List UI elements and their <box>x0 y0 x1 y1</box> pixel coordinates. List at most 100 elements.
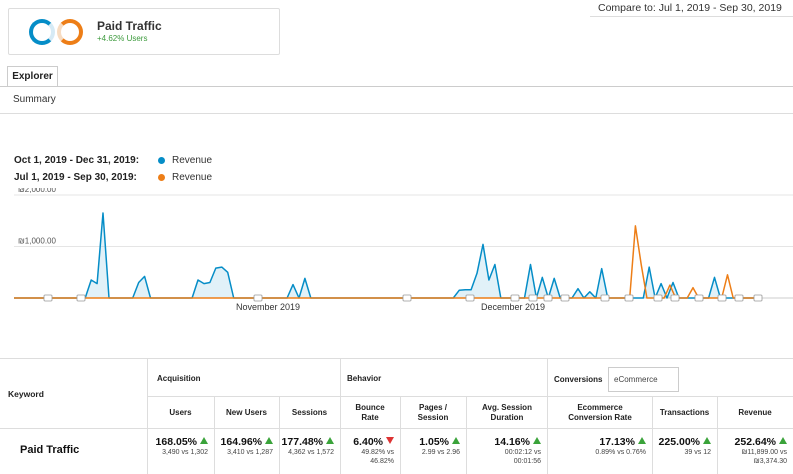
tab-summary[interactable]: Summary <box>13 94 56 105</box>
table-header-bottom <box>0 428 793 429</box>
metric-avg-session-duration: 14.16% 00:02:12 vs 00:01:56 <box>466 436 541 466</box>
revenue-chart[interactable]: ₪2,000.00 ₪1,000.00 November 2019 December … <box>0 188 793 318</box>
segment-card[interactable]: Paid Traffic +4.62% Users <box>8 8 280 55</box>
legend-range-previous: Jul 1, 2019 - Sep 30, 2019: <box>14 172 137 183</box>
metric-value-text: 177.48% <box>281 436 323 448</box>
annotation-marker-icon <box>753 294 763 302</box>
arrow-up-icon <box>200 437 208 444</box>
annotation-marker-icon <box>43 294 53 302</box>
column-header-avg-session-duration[interactable]: Avg. Session Duration <box>482 403 532 422</box>
arrow-up-icon <box>638 437 646 444</box>
metric-value-text: 225.00% <box>658 436 700 448</box>
column-header-sessions[interactable]: Sessions <box>291 408 328 417</box>
metric-value-text: 17.13% <box>599 436 635 448</box>
column-header-pages-session[interactable]: Pages / Session <box>417 403 449 422</box>
x-axis-label: December 2019 <box>481 302 545 312</box>
metric-comparison: 4,362 vs 1,572 <box>288 449 334 456</box>
table-col-divider <box>466 396 467 474</box>
column-header-bounce-rate[interactable]: Bounce Rate <box>355 403 385 422</box>
metric-ecommerce-conversion-rate: 17.13% 0.89% vs 0.76% <box>547 436 646 457</box>
metric-comparison: 39 vs 12 <box>684 449 711 456</box>
metric-bounce-rate: 6.40% 49.82% vs 46.82% <box>340 436 394 466</box>
metric-comparison: 0.89% vs 0.76% <box>595 449 646 456</box>
arrow-up-icon <box>265 437 273 444</box>
metric-transactions: 225.00% 39 vs 12 <box>652 436 711 457</box>
metric-value: 225.00% <box>652 436 711 448</box>
segment-ring-previous-icon <box>57 19 83 45</box>
metric-value-text: 168.05% <box>155 436 197 448</box>
legend-range-current: Oct 1, 2019 - Dec 31, 2019: <box>14 155 140 166</box>
series-area <box>14 213 762 298</box>
annotation-marker-icon <box>510 294 520 302</box>
metric-value-text: 164.96% <box>220 436 262 448</box>
arrow-down-icon <box>386 437 394 444</box>
conversions-goal-select[interactable]: eCommerce <box>608 367 679 392</box>
table-col-divider <box>400 396 401 474</box>
behavior-header: Behavior <box>347 374 382 383</box>
tab-explorer[interactable]: Explorer <box>7 66 58 87</box>
table-col-divider <box>279 396 280 474</box>
column-header-transactions[interactable]: Transactions <box>659 408 710 417</box>
legend-metric-current: Revenue <box>172 155 213 166</box>
row-label-paid-traffic[interactable]: Paid Traffic <box>20 444 80 456</box>
segment-ring-current-icon <box>29 19 55 45</box>
table-col-divider <box>340 358 341 474</box>
column-header-new-users[interactable]: New Users <box>226 408 267 417</box>
metric-comparison: 00:01:56 <box>513 458 541 465</box>
metric-value-text: 14.16% <box>494 436 530 448</box>
metric-pages-session: 1.05% 2.99 vs 2.96 <box>400 436 460 457</box>
arrow-up-icon <box>452 437 460 444</box>
table-top-border <box>0 358 793 359</box>
y-tick-label: ₪1,000.00 <box>18 237 56 246</box>
metric-comparison: ₪3,374.30 <box>753 458 787 465</box>
keyword-header[interactable]: Keyword <box>8 389 44 399</box>
metric-users: 168.05% 3,490 vs 1,302 <box>147 436 208 457</box>
annotation-marker-icon <box>560 294 570 302</box>
segment-name: Paid Traffic <box>97 19 162 33</box>
metric-value-text: 1.05% <box>419 436 449 448</box>
metric-new-users: 164.96% 3,410 vs 1,287 <box>214 436 273 457</box>
metric-value: 17.13% <box>547 436 646 448</box>
annotation-marker-icon <box>653 294 663 302</box>
tab-divider <box>0 86 793 87</box>
metric-value-text: 6.40% <box>353 436 383 448</box>
metric-comparison: ₪11,899.00 vs <box>741 449 787 456</box>
annotation-marker-icon <box>253 294 263 302</box>
annotation-marker-icon <box>670 294 680 302</box>
annotation-marker-icon <box>717 294 727 302</box>
x-axis-label: November 2019 <box>236 302 300 312</box>
annotation-marker-icon <box>600 294 610 302</box>
column-header-revenue[interactable]: Revenue <box>738 408 772 417</box>
arrow-up-icon <box>533 437 541 444</box>
compare-underline <box>590 16 793 17</box>
column-header-users[interactable]: Users <box>169 408 192 417</box>
metric-value: 164.96% <box>214 436 273 448</box>
table-header-divider <box>147 396 793 397</box>
table-col-divider <box>717 396 718 474</box>
metric-comparison: 46.82% <box>370 458 394 465</box>
metric-value: 6.40% <box>340 436 394 448</box>
metric-comparison: 3,490 vs 1,302 <box>162 449 208 456</box>
metric-value: 177.48% <box>279 436 334 448</box>
annotation-marker-icon <box>402 294 412 302</box>
metric-value: 14.16% <box>466 436 541 448</box>
acquisition-header: Acquisition <box>157 374 201 383</box>
conversions-header: Conversions <box>554 375 603 384</box>
metric-comparison: 2.99 vs 2.96 <box>421 449 460 456</box>
annotation-marker-icon <box>528 294 538 302</box>
metric-value: 252.64% <box>717 436 787 448</box>
compare-date-range[interactable]: Compare to: Jul 1, 2019 - Sep 30, 2019 <box>598 2 782 14</box>
metric-revenue: 252.64% ₪11,899.00 vs ₪3,374.30 <box>717 436 787 466</box>
segment-change: +4.62% Users <box>97 34 148 43</box>
legend-metric-previous: Revenue <box>172 172 213 183</box>
series-line-previous <box>14 225 762 299</box>
annotation-marker-icon <box>465 294 475 302</box>
table-col-divider <box>147 358 148 474</box>
column-header-ecommerce-conversion-rate[interactable]: Ecommerce Conversion Rate <box>568 403 632 422</box>
metric-comparison: 49.82% vs <box>361 449 394 456</box>
table-col-divider <box>652 396 653 474</box>
arrow-up-icon <box>326 437 334 444</box>
metric-comparison: 3,410 vs 1,287 <box>227 449 273 456</box>
annotation-marker-icon <box>543 294 553 302</box>
annotation-marker-icon <box>76 294 86 302</box>
